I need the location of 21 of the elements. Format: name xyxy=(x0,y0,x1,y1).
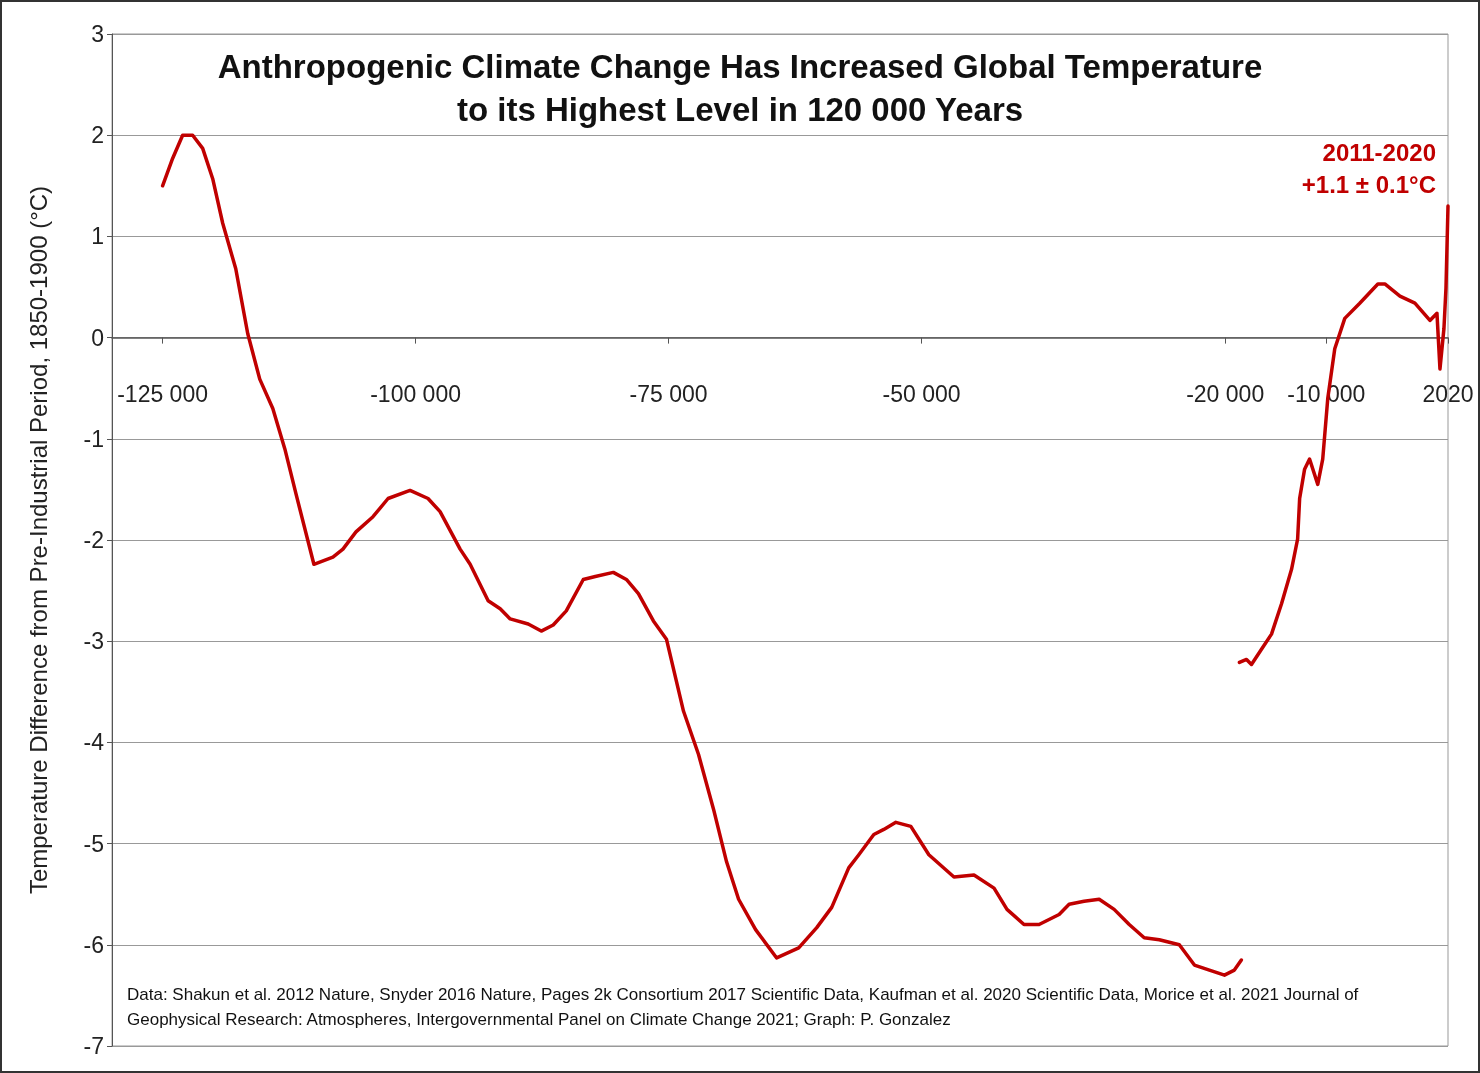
y-tick-label: -3 xyxy=(83,628,104,655)
y-tick-label: -6 xyxy=(83,931,104,958)
y-tick-label: -7 xyxy=(83,1033,104,1059)
text: Anthropogenic Climate Change Has Increased Global Temperature to its Highest Level in 120 000 Years xyxy=(217,48,1263,128)
y-tick-label: 0 xyxy=(91,324,104,351)
annotation: Data: Shakun et al. 2012 Nature, Snyder 2016 Nature, Pages 2k Consortium 2017 Scientific Data, Kaufman et al. 2020 Scientific Data, Morice et al. 2021 Journal of Geophysical Research: Atmospheres, Intergovernmental Panel on Climate Change 2021; Graph: P. Gonzalez xyxy=(127,985,1364,1029)
x-tick-label: 2020 xyxy=(1422,381,1474,408)
y-tick-label: 1 xyxy=(91,223,104,250)
x-tick-label: -20 000 xyxy=(1186,381,1265,408)
y-tick-label: -5 xyxy=(83,830,104,857)
x-tick-label: -50 000 xyxy=(882,381,961,408)
annotation: 2011-2020 +1.1 ± 0.1°C xyxy=(1301,138,1436,198)
y-tick-label: -1 xyxy=(83,425,104,452)
y-tick-label: 3 xyxy=(91,21,104,47)
x-tick-label: -125 000 xyxy=(117,381,208,408)
y-tick-label: -4 xyxy=(83,729,105,756)
x-tick-label: -75 000 xyxy=(629,381,708,408)
y-tick-label: 2 xyxy=(91,122,104,149)
y-axis-title: Temperature Difference from Pre-Industrial Period, 1850-1900 (°C) xyxy=(24,185,52,895)
x-tick-label: -100 000 xyxy=(370,381,461,408)
y-tick-label: -2 xyxy=(83,527,104,553)
